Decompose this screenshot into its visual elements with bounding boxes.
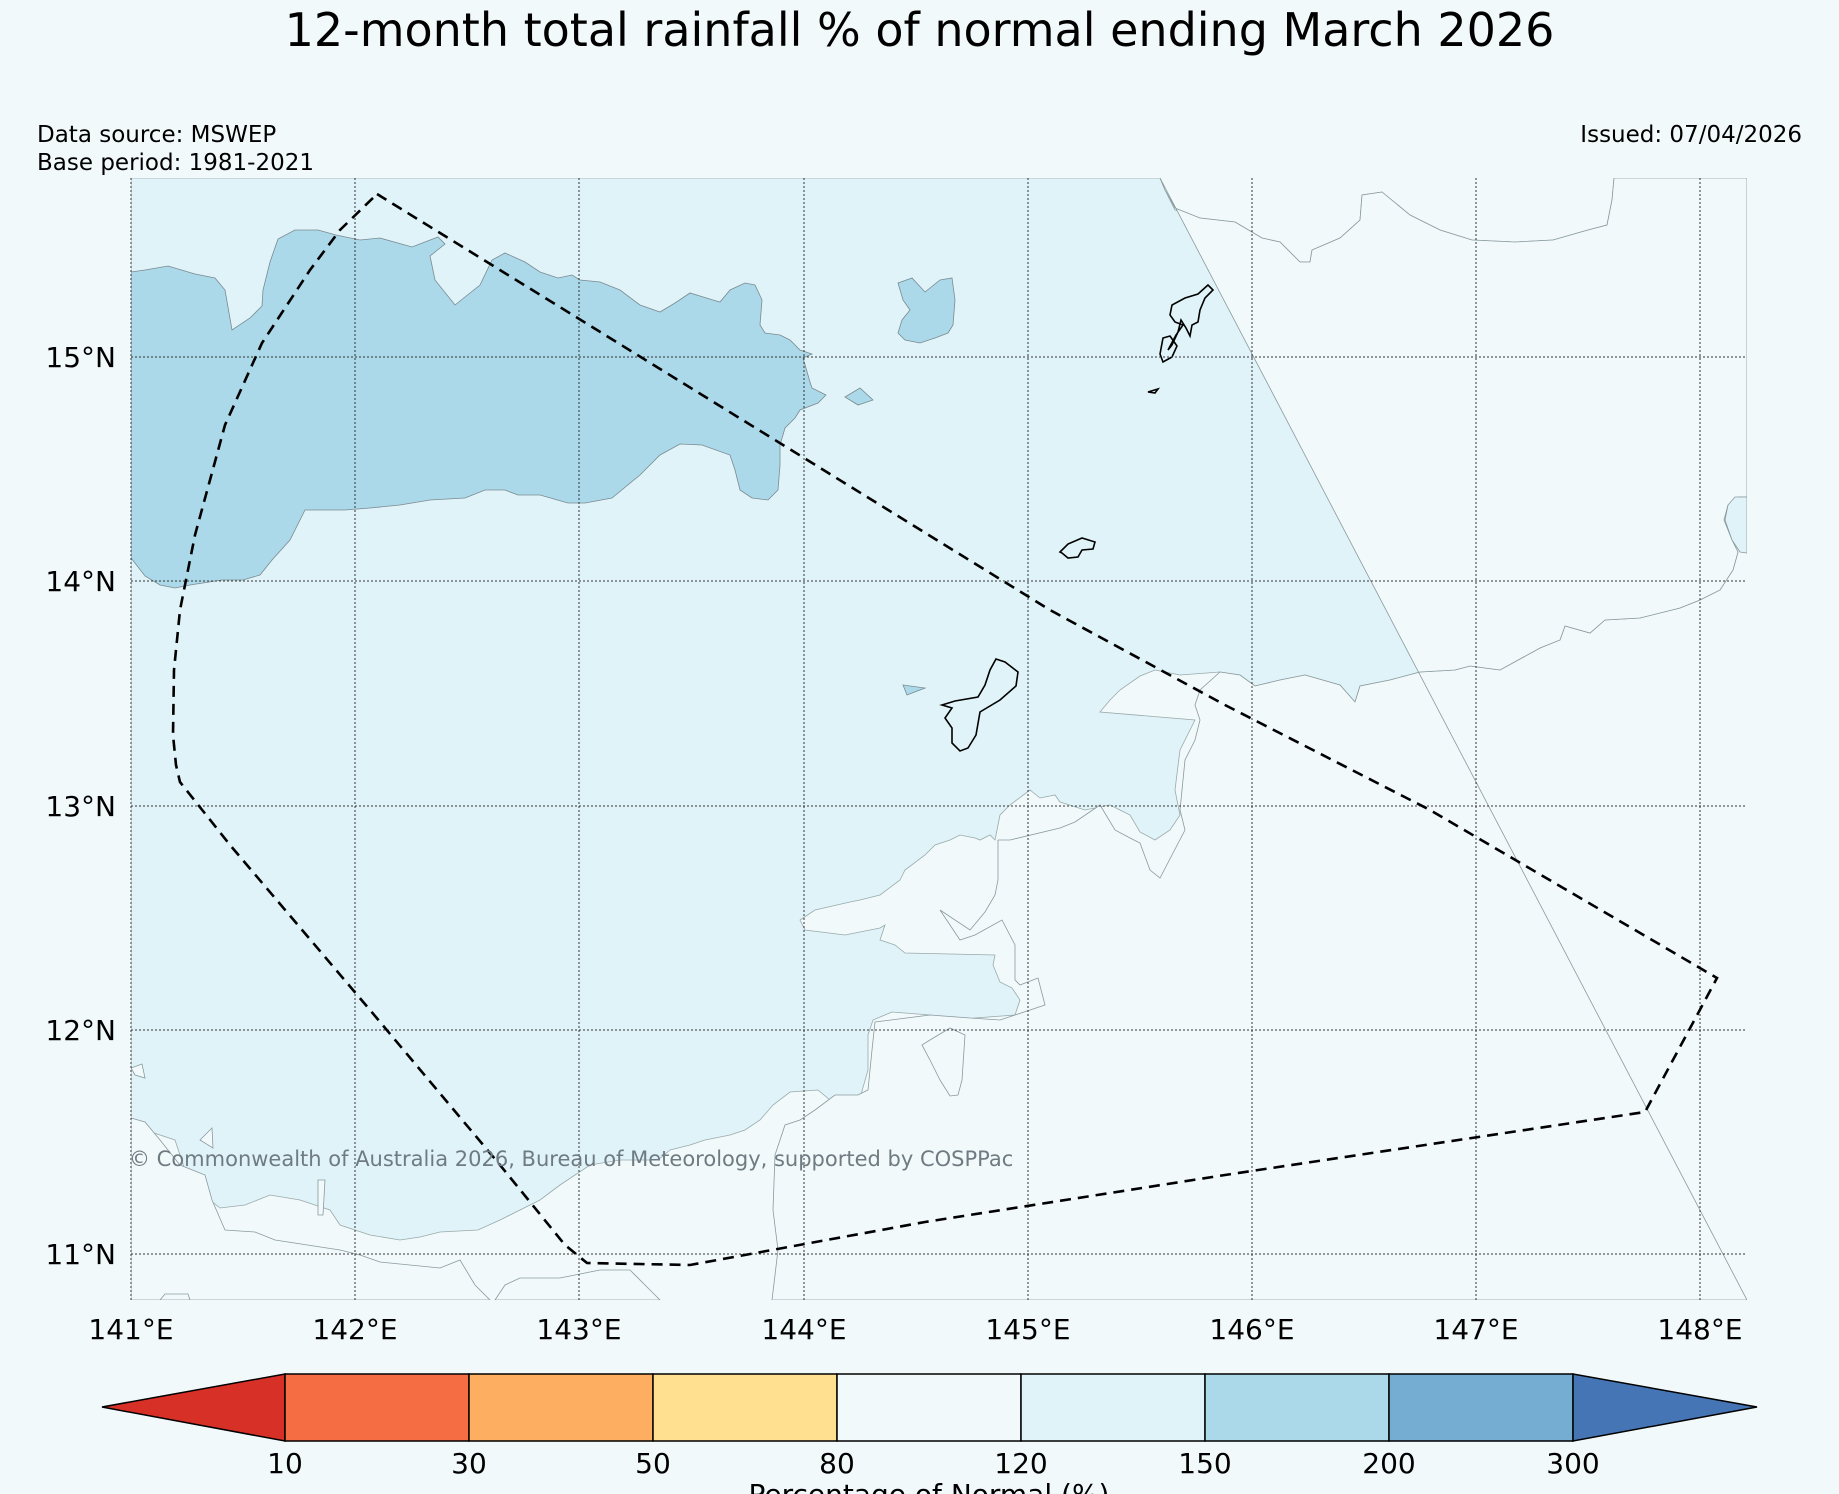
colorbar-segment-30-50 (468, 1373, 654, 1442)
contour-120-150-patch-ne (1724, 496, 1747, 554)
map-title: 12-month total rainfall % of normal endi… (284, 3, 1555, 57)
colorbar-title: Percentage of Normal (%) (749, 1478, 1110, 1494)
lon-label-141e: 141°E (88, 1313, 173, 1346)
lon-label-145e: 145°E (985, 1313, 1070, 1346)
colorbar-tick-200: 200 (1362, 1447, 1415, 1480)
contour-80-120-patch-s (494, 1269, 661, 1300)
gridlines (130, 178, 1747, 1300)
lon-label-144e: 144°E (761, 1313, 846, 1346)
contour-80-120-patch-dot (199, 1127, 214, 1149)
contour-150-200-patch-b (844, 387, 874, 406)
lon-label-143e: 143°E (536, 1313, 621, 1346)
contour-80-120-patch-w (131, 1063, 146, 1079)
lat-label-15n: 15°N (45, 341, 116, 374)
latitude-labels: 15°N 14°N 13°N 12°N 11°N (45, 341, 116, 1271)
contour-80-120-patch-east-inlet (921, 1027, 966, 1097)
lon-label-147e: 147°E (1433, 1313, 1518, 1346)
island-aguijan (1147, 387, 1161, 394)
eez-boundary (171, 192, 1719, 1267)
longitude-labels: 141°E 142°E 143°E 144°E 145°E 146°E 147°… (88, 1313, 1742, 1346)
colorbar-segment-200-300 (1388, 1373, 1574, 1442)
data-source-text: Data source: MSWEP (37, 122, 277, 148)
lon-label-148e: 148°E (1657, 1313, 1742, 1346)
colorbar-extend-low (101, 1373, 286, 1442)
contour-80-120-patch-bottom-left (159, 1293, 191, 1300)
colorbar-segment-50-80 (652, 1373, 838, 1442)
map-metadata-left: Data source: MSWEP Base period: 1981-202… (37, 121, 314, 177)
colorbar-tick-labels: 10 30 50 80 120 150 200 300 (267, 1447, 1600, 1480)
contour-150-200-northwest (131, 229, 827, 589)
island-rota (1058, 537, 1096, 559)
contour-80-120-patch-sliver (317, 1179, 326, 1216)
lat-label-12n: 12°N (45, 1014, 116, 1047)
colorbar-tick-120: 120 (994, 1447, 1047, 1480)
colorbar-segment-80-120 (836, 1373, 1022, 1442)
colorbar-tick-150: 150 (1178, 1447, 1231, 1480)
colorbar-segment-120-150 (1020, 1373, 1206, 1442)
copyright-credit: © Commonwealth of Australia 2026, Bureau… (129, 1147, 1013, 1171)
colorbar-tick-30: 30 (451, 1447, 487, 1480)
contour-150-200-patch-a (897, 277, 956, 344)
colorbar-tick-300: 300 (1546, 1447, 1599, 1480)
lon-label-142e: 142°E (312, 1313, 397, 1346)
base-period-text: Base period: 1981-2021 (37, 150, 315, 176)
lon-label-146e: 146°E (1209, 1313, 1294, 1346)
colorbar-extend-high (1572, 1373, 1758, 1442)
colorbar-tick-50: 50 (635, 1447, 671, 1480)
colorbar (101, 1373, 1758, 1442)
colorbar-segment-10-30 (284, 1373, 470, 1442)
contour-80-120-east (771, 178, 1747, 1300)
contour-150-200-patch-c (902, 684, 927, 696)
colorbar-tick-10: 10 (267, 1447, 303, 1480)
island-saipan (1167, 283, 1215, 351)
island-guam (939, 658, 1019, 752)
colorbar-segment-150-200 (1204, 1373, 1390, 1442)
map-frame (131, 178, 1747, 1300)
colorbar-tick-80: 80 (819, 1447, 855, 1480)
issued-date-text: Issued: 07/04/2026 (1580, 122, 1802, 148)
lat-label-11n: 11°N (45, 1238, 116, 1271)
lat-label-13n: 13°N (45, 790, 116, 823)
lat-label-14n: 14°N (45, 565, 116, 598)
